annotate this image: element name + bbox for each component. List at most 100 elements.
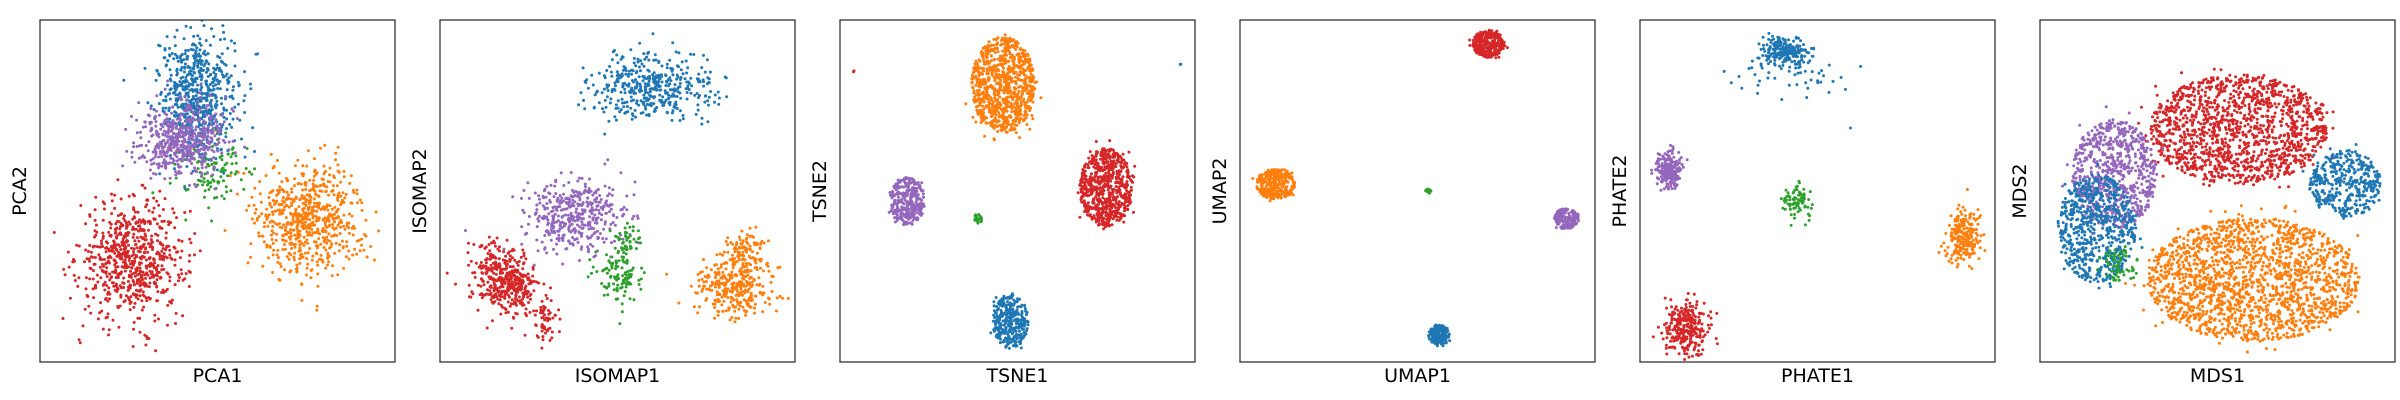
data-point (156, 239, 159, 243)
data-point (714, 299, 717, 303)
cluster-red (52, 178, 202, 353)
data-point (748, 244, 752, 248)
data-point (503, 306, 507, 310)
data-point (132, 327, 135, 331)
data-point (692, 305, 696, 309)
data-point (573, 238, 577, 242)
data-point (145, 160, 149, 164)
data-point (540, 323, 544, 327)
data-point (665, 110, 669, 114)
data-point (602, 227, 605, 231)
data-point (689, 76, 693, 80)
data-point (166, 79, 170, 83)
data-point (253, 186, 257, 190)
data-point (580, 220, 584, 224)
data-point (607, 119, 611, 123)
data-point (115, 276, 119, 279)
data-point (622, 251, 626, 254)
data-point (612, 214, 616, 218)
data-point (305, 238, 309, 242)
data-point (137, 156, 141, 160)
data-point (480, 296, 484, 300)
data-point (195, 170, 199, 174)
data-point (632, 237, 636, 241)
data-point (293, 251, 297, 255)
data-point (145, 266, 149, 270)
cluster-orange (665, 246, 790, 324)
data-point (299, 182, 303, 186)
data-point (155, 68, 159, 72)
data-point (150, 240, 154, 244)
data-point (225, 72, 229, 76)
data-point (697, 278, 701, 282)
data-point (180, 140, 184, 143)
data-point (193, 132, 197, 136)
data-point (646, 82, 650, 86)
data-point (1014, 48, 1018, 51)
data-point (299, 219, 303, 223)
data-point (210, 219, 214, 223)
data-point (583, 182, 587, 186)
data-point (114, 282, 118, 286)
data-point (166, 303, 170, 307)
data-point (166, 323, 169, 327)
data-point (564, 247, 568, 251)
data-point (480, 243, 484, 247)
data-point (304, 200, 308, 204)
data-point (257, 231, 261, 235)
data-point (88, 243, 92, 247)
data-point (201, 183, 205, 187)
data-point (296, 236, 300, 240)
data-point (209, 185, 213, 189)
data-point (365, 255, 369, 259)
data-point (722, 299, 726, 303)
data-point (634, 240, 638, 244)
data-point (203, 172, 207, 176)
data-point (79, 204, 83, 207)
data-point (173, 258, 177, 262)
data-point (169, 154, 172, 157)
data-point (570, 195, 574, 199)
data-point (314, 219, 318, 223)
data-point (216, 87, 220, 90)
data-point (567, 225, 571, 229)
data-point (481, 279, 485, 283)
data-point (174, 176, 178, 180)
data-point (729, 273, 733, 276)
data-point (208, 43, 212, 47)
data-point (183, 94, 187, 98)
data-point (272, 231, 276, 235)
data-point (210, 27, 213, 31)
data-point (205, 95, 209, 99)
data-point (163, 87, 167, 91)
data-point (587, 250, 590, 254)
data-point (604, 237, 608, 241)
data-point (679, 68, 683, 72)
data-point (285, 255, 289, 259)
data-point (714, 273, 718, 277)
data-point (618, 110, 622, 114)
data-point (562, 233, 566, 237)
data-point (561, 199, 565, 203)
data-point (755, 243, 759, 247)
data-point (681, 114, 685, 117)
data-point (492, 281, 496, 284)
data-point (260, 212, 264, 216)
data-point (181, 155, 185, 159)
data-point (166, 138, 170, 142)
data-point (484, 264, 488, 268)
data-point (180, 53, 184, 56)
data-point (160, 146, 164, 150)
data-point (315, 216, 319, 220)
data-point (258, 192, 262, 196)
data-point (112, 284, 116, 288)
data-point (242, 99, 246, 103)
data-point (123, 233, 127, 237)
data-point (185, 57, 189, 61)
data-point (305, 273, 308, 277)
data-point (168, 46, 172, 50)
data-point (297, 239, 301, 243)
data-point (114, 270, 118, 274)
data-point (61, 317, 65, 320)
data-point (653, 109, 657, 113)
